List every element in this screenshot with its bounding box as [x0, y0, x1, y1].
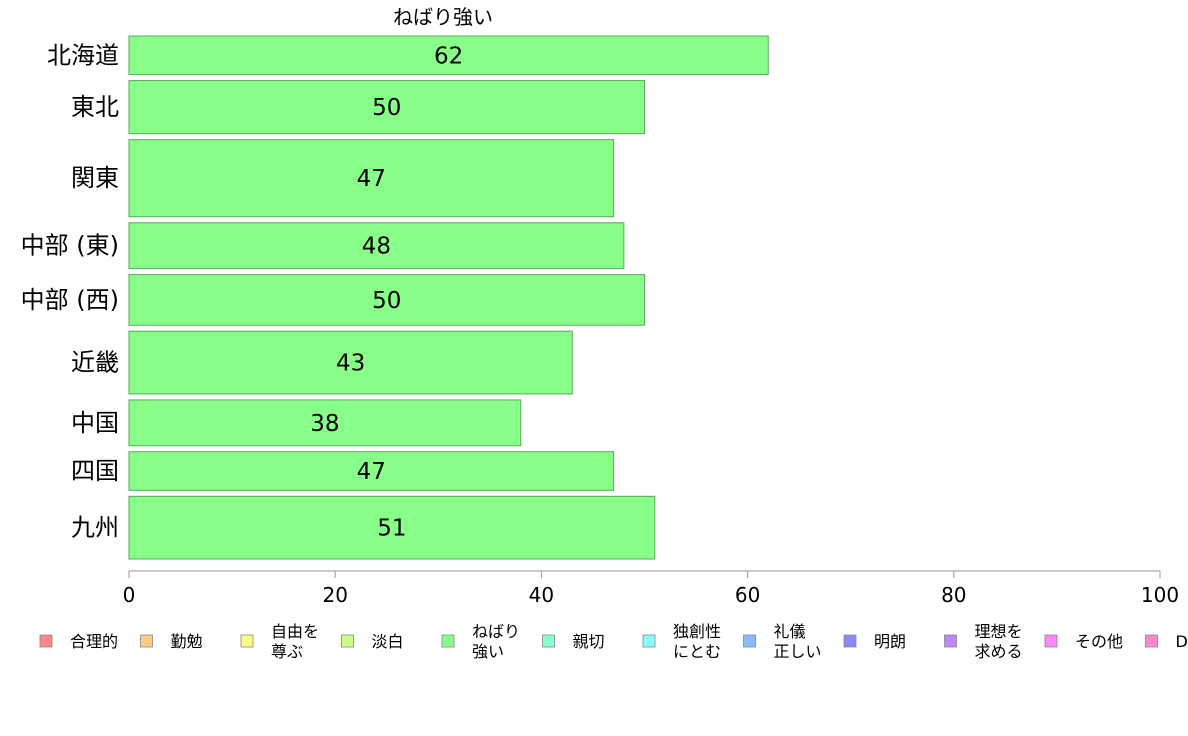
- category-label: 近畿: [71, 349, 119, 377]
- category-label: 九州: [71, 514, 119, 542]
- bar: [128, 495, 656, 560]
- bar: [128, 139, 615, 218]
- legend-swatch: [1044, 634, 1058, 648]
- legend-swatch: [240, 634, 254, 648]
- legend-swatch: [843, 634, 857, 648]
- category-label: 四国: [71, 457, 119, 485]
- category-label: 中部 (西): [21, 286, 119, 314]
- x-tick-label: 100: [1141, 583, 1179, 607]
- x-tick-label: 0: [123, 583, 136, 607]
- category-label: 中部 (東): [21, 232, 119, 260]
- legend-label: 勤勉: [171, 632, 203, 651]
- legend-label: 正しい: [774, 642, 822, 661]
- legend-label: 強い: [472, 642, 504, 661]
- bar-value-label: 51: [377, 516, 406, 542]
- legend-label: 淡白: [372, 632, 404, 651]
- legend-label: ねばり: [472, 622, 520, 641]
- bar: [128, 35, 769, 76]
- category-label: 東北: [71, 93, 119, 121]
- legend-label: 独創性: [673, 622, 721, 641]
- legend-label: D: [1176, 632, 1188, 651]
- bar-value-label: 47: [357, 459, 386, 485]
- x-tick-label: 20: [322, 583, 347, 607]
- bar: [128, 222, 625, 270]
- chart-title: ねばり強い: [393, 5, 493, 29]
- bar: [128, 274, 645, 326]
- legend-swatch: [542, 634, 555, 648]
- legend-label: 自由を: [271, 622, 319, 641]
- x-tick-label: 60: [735, 583, 760, 607]
- legend-swatch: [1145, 634, 1158, 648]
- legend-swatch: [441, 634, 455, 648]
- bar-value-label: 47: [357, 166, 386, 192]
- legend-swatch: [743, 634, 756, 648]
- legend-swatch: [642, 634, 656, 648]
- bar: [128, 80, 645, 135]
- x-axis: 0 20 40 60 80 100: [123, 570, 1179, 607]
- bar-value-label: 48: [362, 234, 391, 260]
- category-label: 関東: [71, 164, 119, 192]
- legend-label: 礼儀: [774, 622, 806, 641]
- bar-value-label: 50: [372, 288, 401, 314]
- bars-group: 62 北海道 50 東北 47 関東 48 中部 (東) 50 中部 (西) 43 近畿 38 中国 47 四…: [21, 35, 769, 560]
- bar-value-label: 43: [336, 351, 365, 377]
- legend-label: 合理的: [70, 632, 118, 651]
- legend-swatch: [944, 634, 957, 648]
- bar: [128, 451, 615, 491]
- bar-value-label: 50: [372, 95, 401, 121]
- bar: [128, 399, 522, 447]
- legend-label: 求める: [975, 642, 1023, 661]
- legend-label: 明朗: [874, 632, 906, 651]
- category-label: 北海道: [47, 41, 119, 69]
- legend-label: 尊ぶ: [271, 642, 303, 661]
- x-tick-label: 40: [529, 583, 554, 607]
- bar: [128, 330, 573, 395]
- legend-label: その他: [1075, 632, 1123, 651]
- category-label: 中国: [71, 409, 119, 437]
- legend-swatch: [341, 634, 354, 648]
- legend-label: にとむ: [673, 642, 721, 661]
- legend-swatch: [140, 634, 153, 648]
- legend-label: 親切: [573, 632, 605, 651]
- x-tick-label: 80: [941, 583, 966, 607]
- bar-value-label: 62: [434, 43, 463, 69]
- bar-value-label: 38: [310, 411, 339, 437]
- legend-swatch: [39, 634, 53, 648]
- legend-label: 理想を: [975, 622, 1023, 641]
